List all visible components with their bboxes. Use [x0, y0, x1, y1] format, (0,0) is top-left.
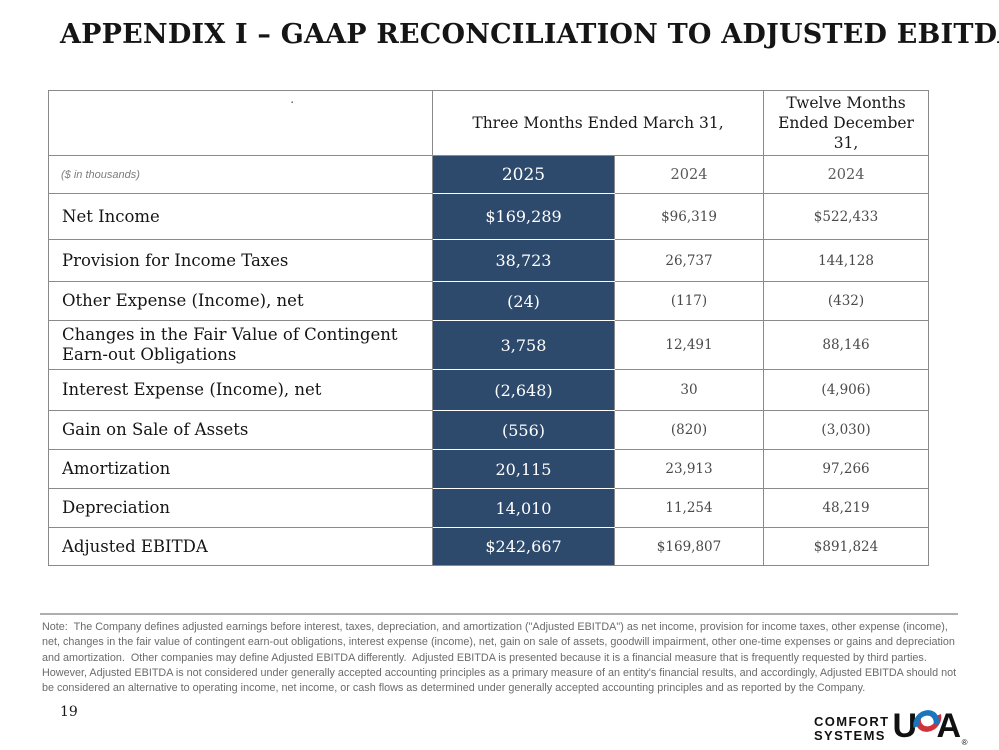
value-2024-q1: $169,807 [613, 527, 765, 567]
year-2025-header: 2025 [432, 155, 615, 195]
col-header-three-months: Three Months Ended March 31, [431, 89, 765, 157]
table-row-adjusted-ebitda: Adjusted EBITDA $242,667 $169,807 $891,8… [48, 527, 930, 567]
value-2024-q1: 26,737 [613, 239, 765, 283]
usa-s-swoosh-icon [909, 702, 943, 749]
table-row-depreciation: Depreciation 14,010 11,254 48,219 [48, 488, 930, 529]
value-2024-fy: $522,433 [763, 193, 930, 241]
row-label: Provision for Income Taxes [48, 239, 433, 283]
value-2025: 20,115 [432, 449, 615, 490]
value-2024-q1: 30 [613, 369, 765, 412]
value-2025: 3,758 [432, 320, 615, 371]
table-row-provision-income-taxes: Provision for Income Taxes 38,723 26,737… [48, 239, 930, 283]
row-label: Gain on Sale of Assets [48, 410, 433, 451]
value-2025: (556) [432, 410, 615, 451]
page-number: 19 [60, 704, 78, 720]
logo-usa: U A ® [892, 702, 968, 750]
value-2025: (2,648) [432, 369, 615, 412]
row-label: Depreciation [48, 488, 433, 529]
value-2024-fy: (4,906) [763, 369, 930, 412]
row-label: Changes in the Fair Value of Contingent … [48, 320, 433, 371]
registered-mark: ® [961, 738, 968, 747]
table-row-gain-on-sale: Gain on Sale of Assets (556) (820) (3,03… [48, 410, 930, 451]
value-2025: $242,667 [432, 527, 615, 567]
value-2024-q1: (820) [613, 410, 765, 451]
row-label: Adjusted EBITDA [48, 527, 433, 567]
value-2025: (24) [432, 281, 615, 322]
header-row-periods: . Three Months Ended March 31, Twelve Mo… [48, 89, 930, 157]
year-2024-fy-header: 2024 [763, 155, 930, 195]
value-2024-fy: 48,219 [763, 488, 930, 529]
value-2024-q1: 11,254 [613, 488, 765, 529]
table-row-amortization: Amortization 20,115 23,913 97,266 [48, 449, 930, 490]
value-2024-fy: 97,266 [763, 449, 930, 490]
comfort-systems-logo: COMFORT SYSTEMS U A ® [814, 702, 968, 750]
value-2024-q1: 23,913 [613, 449, 765, 490]
logo-word-systems: SYSTEMS [813, 727, 886, 743]
row-label: Other Expense (Income), net [48, 281, 433, 322]
logo-wordmark: COMFORT SYSTEMS [814, 715, 890, 742]
value-2024-q1: (117) [613, 281, 765, 322]
table-row-contingent-earnout: Changes in the Fair Value of Contingent … [48, 320, 930, 371]
value-2024-fy: (432) [763, 281, 930, 322]
logo-word-comfort: COMFORT [813, 713, 890, 729]
note-divider [40, 613, 958, 615]
row-label: Amortization [48, 449, 433, 490]
header-row-years: ($ in thousands) 2025 2024 2024 [48, 155, 930, 195]
year-2024-q1-header: 2024 [613, 155, 765, 195]
row-label: Interest Expense (Income), net [48, 369, 433, 412]
page-title: APPENDIX I – GAAP RECONCILIATION TO ADJU… [60, 19, 999, 50]
value-2025: 38,723 [432, 239, 615, 283]
row-label: Net Income [48, 193, 433, 241]
units-label: ($ in thousands) [48, 155, 433, 195]
table-row-net-income: Net Income $169,289 $96,319 $522,433 [48, 193, 930, 241]
value-2024-q1: 12,491 [613, 320, 765, 371]
table-row-interest-expense: Interest Expense (Income), net (2,648) 3… [48, 369, 930, 412]
value-2024-fy: $891,824 [763, 527, 930, 567]
value-2024-q1: $96,319 [613, 193, 765, 241]
table-row-other-expense: Other Expense (Income), net (24) (117) (… [48, 281, 930, 322]
value-2025: 14,010 [432, 488, 615, 529]
col-header-twelve-months: Twelve Months Ended December 31, [763, 89, 930, 157]
reconciliation-table: . Three Months Ended March 31, Twelve Mo… [48, 89, 930, 567]
note-text: Note: The Company defines adjusted earni… [42, 621, 960, 695]
logo-usa-a: A [936, 707, 962, 745]
stray-dot: . [290, 92, 295, 106]
corner-cell: . [48, 89, 433, 157]
value-2024-fy: 88,146 [763, 320, 930, 371]
value-2024-fy: (3,030) [763, 410, 930, 451]
value-2024-fy: 144,128 [763, 239, 930, 283]
value-2025: $169,289 [432, 193, 615, 241]
logo-usa-u: U [892, 707, 917, 745]
